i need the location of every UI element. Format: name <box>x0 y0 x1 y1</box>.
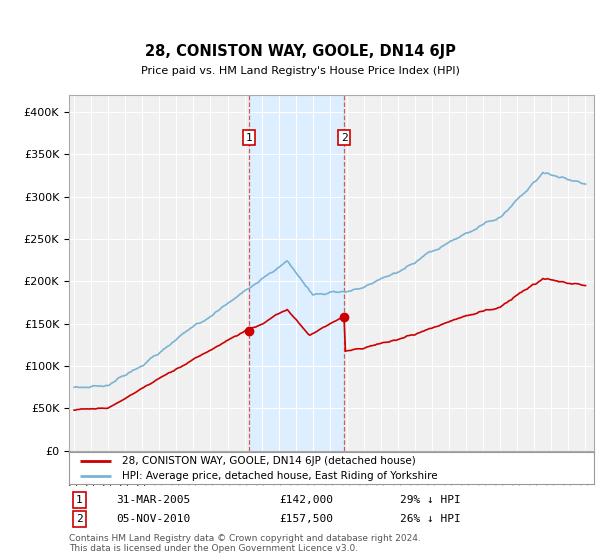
Text: Price paid vs. HM Land Registry's House Price Index (HPI): Price paid vs. HM Land Registry's House … <box>140 66 460 76</box>
Text: 26% ↓ HPI: 26% ↓ HPI <box>400 514 461 524</box>
Text: 05-NOV-2010: 05-NOV-2010 <box>116 514 191 524</box>
Text: 2: 2 <box>341 133 347 143</box>
Text: 2: 2 <box>76 514 83 524</box>
Text: £142,000: £142,000 <box>279 494 333 505</box>
Text: 29% ↓ HPI: 29% ↓ HPI <box>400 494 461 505</box>
Text: HPI: Average price, detached house, East Riding of Yorkshire: HPI: Average price, detached house, East… <box>121 470 437 480</box>
Text: 31-MAR-2005: 31-MAR-2005 <box>116 494 191 505</box>
Text: 28, CONISTON WAY, GOOLE, DN14 6JP: 28, CONISTON WAY, GOOLE, DN14 6JP <box>145 44 455 59</box>
Text: Contains HM Land Registry data © Crown copyright and database right 2024.
This d: Contains HM Land Registry data © Crown c… <box>69 534 421 553</box>
Text: £157,500: £157,500 <box>279 514 333 524</box>
Bar <box>249 95 344 451</box>
Text: 1: 1 <box>245 133 252 143</box>
Text: 28, CONISTON WAY, GOOLE, DN14 6JP (detached house): 28, CONISTON WAY, GOOLE, DN14 6JP (detac… <box>121 456 415 466</box>
Text: 1: 1 <box>76 494 83 505</box>
